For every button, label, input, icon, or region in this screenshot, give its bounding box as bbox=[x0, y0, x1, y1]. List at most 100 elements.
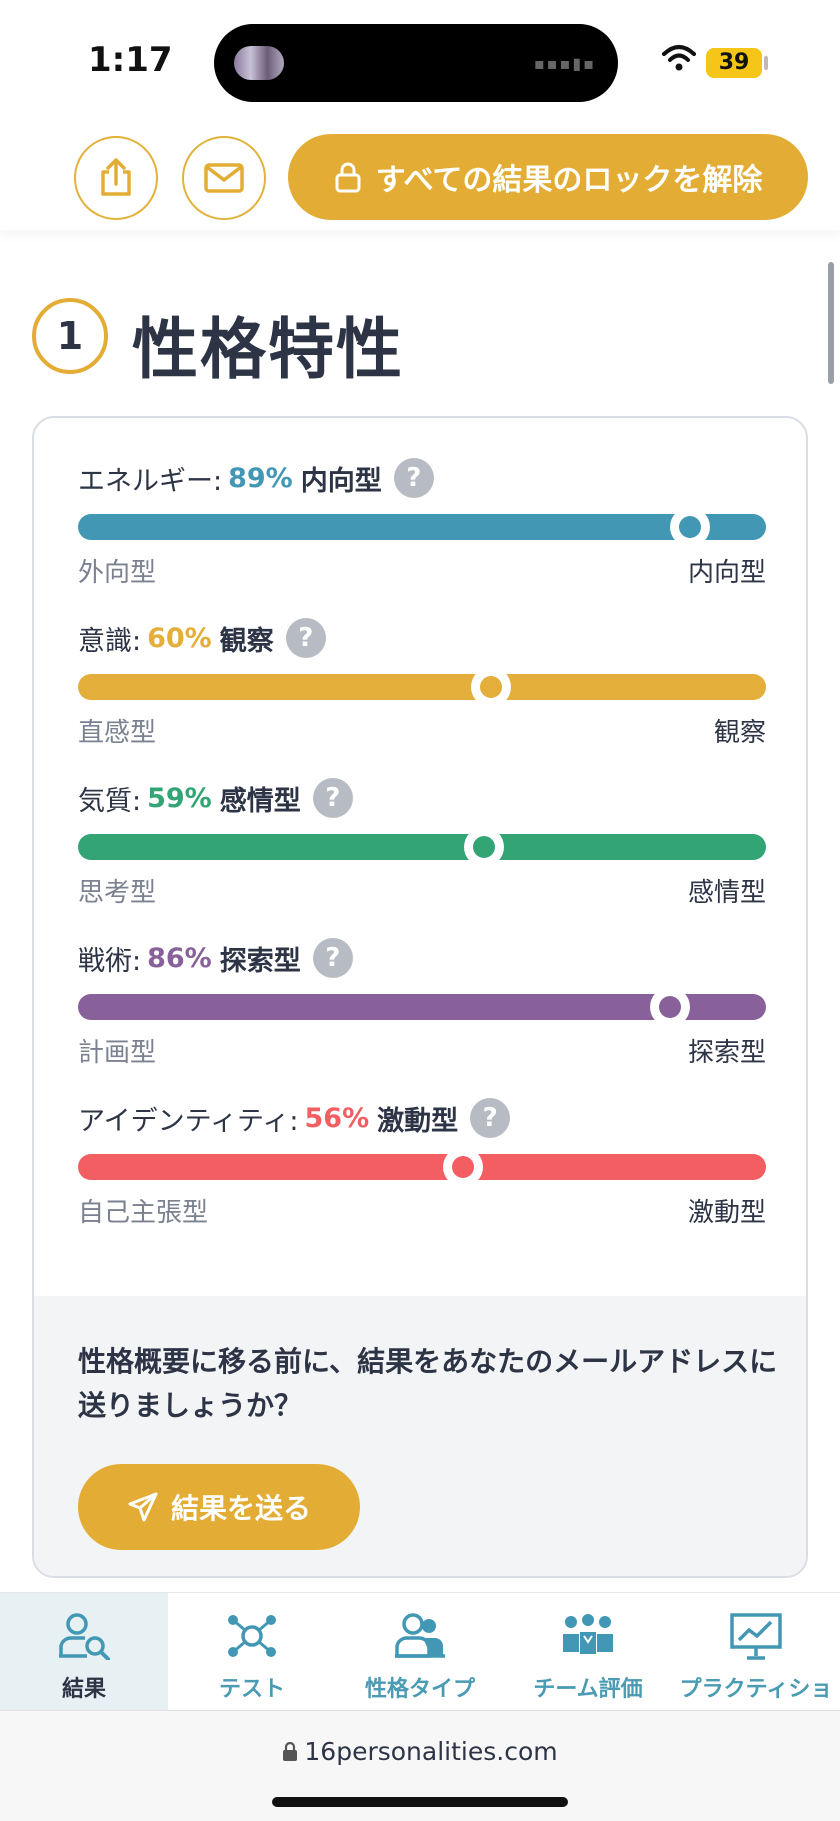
trait-header: 戦術: 86% 探索型? bbox=[78, 936, 766, 980]
trait-type: 感情型 bbox=[219, 785, 301, 817]
help-icon[interactable]: ? bbox=[393, 458, 434, 498]
trait-pole-left: 自己主張型 bbox=[78, 1198, 209, 1228]
battery-tip bbox=[764, 56, 768, 70]
trait-tactics: 戦術: 86% 探索型? 計画型 探索型 bbox=[78, 936, 766, 1069]
waveform-icon: ▪▪▪▮▪ bbox=[533, 54, 596, 73]
unlock-all-results-button[interactable]: すべての結果のロックを解除 bbox=[288, 134, 808, 220]
browser-url-bar[interactable]: 16personalities.com bbox=[0, 1710, 840, 1821]
email-prompt-box: 性格概要に移る前に、結果をあなたのメールアドレスに送りましょうか？ 結果を送る bbox=[34, 1296, 806, 1576]
trait-pole-right: 観察 bbox=[713, 718, 766, 748]
trait-percent: 89% bbox=[228, 462, 293, 494]
results-icon bbox=[59, 1613, 110, 1660]
trait-poles: 直感型 観察 bbox=[78, 712, 766, 749]
nav-item-results[interactable]: 結果 bbox=[0, 1593, 168, 1711]
nav-label-team: チーム評価 bbox=[533, 1677, 643, 1702]
action-bar: すべての結果のロックを解除 bbox=[0, 120, 840, 230]
nav-item-personality-types[interactable]: 性格タイプ bbox=[336, 1593, 504, 1711]
trait-header: エネルギー: 89% 内向型? bbox=[78, 456, 766, 500]
trait-pole-right: 感情型 bbox=[687, 878, 766, 908]
nav-item-practitioner[interactable]: プラクティショ bbox=[672, 1593, 840, 1711]
trait-bar bbox=[78, 667, 766, 707]
lock-icon bbox=[335, 162, 361, 193]
trait-percent: 56% bbox=[304, 1102, 370, 1134]
trait-type: 観察 bbox=[219, 625, 274, 657]
trait-type: 探索型 bbox=[219, 945, 301, 977]
url-text: 16personalities.com bbox=[304, 1737, 558, 1766]
wifi-icon bbox=[662, 45, 696, 71]
trait-poles: 計画型 探索型 bbox=[78, 1032, 766, 1069]
now-playing-avatar-icon bbox=[234, 46, 284, 80]
unlock-label: すべての結果のロックを解除 bbox=[375, 163, 763, 198]
help-icon[interactable]: ? bbox=[312, 778, 353, 818]
email-prompt-text: 性格概要に移る前に、結果をあなたのメールアドレスに送りましょうか？ bbox=[78, 1345, 778, 1422]
share-button[interactable] bbox=[74, 136, 158, 220]
trait-name: エネルギー: bbox=[78, 465, 223, 497]
mail-icon bbox=[204, 163, 244, 193]
help-icon[interactable]: ? bbox=[285, 618, 326, 658]
trait-marker bbox=[463, 827, 504, 867]
send-results-button[interactable]: 結果を送る bbox=[78, 1464, 360, 1550]
nav-label-results: 結果 bbox=[61, 1677, 106, 1702]
section-number: 1 bbox=[32, 298, 108, 374]
trait-pole-right: 内向型 bbox=[687, 558, 766, 588]
trait-marker bbox=[470, 667, 511, 707]
trait-header: 気質: 59% 感情型? bbox=[78, 776, 766, 820]
trait-pole-left: 直感型 bbox=[78, 718, 157, 748]
trait-type: 内向型 bbox=[300, 465, 382, 497]
share-icon bbox=[101, 158, 131, 196]
trait-pole-left: 思考型 bbox=[78, 878, 157, 908]
section-title: 性格特性 bbox=[132, 311, 404, 388]
trait-percent: 86% bbox=[147, 942, 212, 974]
status-time: 1:17 bbox=[88, 40, 173, 80]
help-icon[interactable]: ? bbox=[312, 938, 353, 978]
trait-nature: 気質: 59% 感情型? 思考型 感情型 bbox=[78, 776, 766, 909]
nav-label-test: テスト bbox=[218, 1677, 285, 1702]
email-button[interactable] bbox=[182, 136, 266, 220]
send-results-label: 結果を送る bbox=[170, 1492, 311, 1525]
trait-pole-right: 激動型 bbox=[687, 1198, 766, 1228]
dynamic-island[interactable]: ▪▪▪▮▪ bbox=[214, 24, 618, 102]
trait-poles: 外向型 内向型 bbox=[78, 552, 766, 589]
status-bar: 1:17 ▪▪▪▮▪ 39 bbox=[0, 0, 840, 120]
trait-percent: 59% bbox=[147, 782, 212, 814]
battery-indicator: 39 bbox=[706, 48, 762, 78]
trait-header: アイデンティティ: 56% 激動型? bbox=[78, 1096, 766, 1140]
bottom-navigation: 結果 テスト 性格タイプ bbox=[0, 1592, 840, 1711]
trait-type: 激動型 bbox=[377, 1105, 459, 1137]
trait-bar bbox=[78, 827, 766, 867]
team-icon bbox=[563, 1614, 613, 1654]
trait-marker bbox=[670, 507, 711, 547]
trait-header: 意識: 60% 観察? bbox=[78, 616, 766, 660]
lock-icon bbox=[283, 1741, 298, 1761]
trait-energy: エネルギー: 89% 内向型? 外向型 内向型 bbox=[78, 456, 766, 589]
nav-item-team[interactable]: チーム評価 bbox=[504, 1593, 672, 1711]
trait-bar bbox=[78, 1147, 766, 1187]
scrollbar[interactable] bbox=[828, 262, 834, 384]
nav-label-personality-types: 性格タイプ bbox=[364, 1677, 475, 1702]
trait-pole-left: 計画型 bbox=[78, 1038, 157, 1068]
trait-name: 意識: bbox=[78, 625, 142, 657]
trait-poles: 思考型 感情型 bbox=[78, 872, 766, 909]
trait-percent: 60% bbox=[147, 622, 212, 654]
personality-types-icon bbox=[395, 1613, 445, 1658]
home-indicator[interactable] bbox=[272, 1797, 568, 1807]
practitioner-icon bbox=[730, 1613, 782, 1660]
paper-plane-icon bbox=[128, 1492, 158, 1522]
nav-label-practitioner: プラクティショ bbox=[679, 1677, 833, 1702]
url-display[interactable]: 16personalities.com bbox=[0, 1737, 840, 1766]
personality-traits-card: エネルギー: 89% 内向型? 外向型 内向型 意識: 60% 観察? 直感型 観察 気質: 59% 感… bbox=[32, 416, 808, 1578]
trait-name: 戦術: bbox=[78, 945, 142, 977]
trait-name: アイデンティティ: bbox=[78, 1105, 299, 1137]
trait-marker bbox=[443, 1147, 484, 1187]
trait-identity: アイデンティティ: 56% 激動型? 自己主張型 激動型 bbox=[78, 1096, 766, 1229]
nav-item-test[interactable]: テスト bbox=[168, 1593, 336, 1711]
trait-poles: 自己主張型 激動型 bbox=[78, 1192, 766, 1229]
trait-pole-left: 外向型 bbox=[78, 558, 157, 588]
trait-mind: 意識: 60% 観察? 直感型 観察 bbox=[78, 616, 766, 749]
trait-bar bbox=[78, 987, 766, 1027]
test-icon bbox=[228, 1615, 276, 1657]
trait-name: 気質: bbox=[78, 785, 142, 817]
trait-bar bbox=[78, 507, 766, 547]
trait-marker bbox=[649, 987, 690, 1027]
help-icon[interactable]: ? bbox=[470, 1098, 511, 1138]
